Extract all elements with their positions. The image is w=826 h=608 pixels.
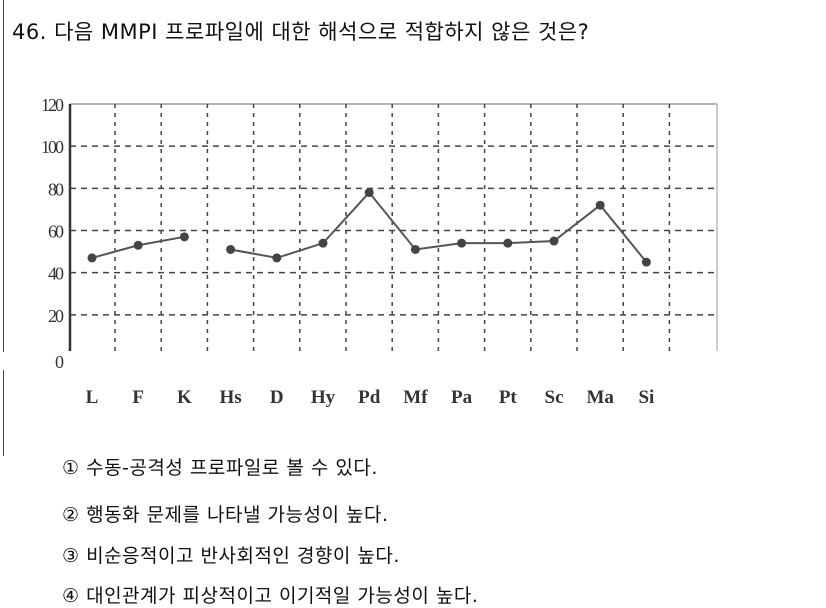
- option-4[interactable]: ④ 대인관계가 피상적이고 이기적일 가능성이 높다.: [62, 581, 478, 608]
- question-title: 46. 다음 MMPI 프로파일에 대한 해석으로 적합하지 않은 것은?: [12, 16, 589, 46]
- option-text: 수동-공격성 프로파일로 볼 수 있다.: [86, 457, 378, 479]
- option-marker: ④: [62, 585, 80, 607]
- data-point: [87, 253, 97, 263]
- profile-line: [230, 191, 648, 263]
- option-marker: ②: [62, 504, 80, 526]
- x-tick-label: L: [86, 387, 99, 408]
- data-point: [641, 257, 651, 267]
- y-tick-label: 0: [55, 352, 64, 372]
- x-tick-label: Hy: [311, 387, 336, 408]
- x-tick-label: K: [177, 387, 192, 408]
- data-point: [503, 238, 513, 248]
- option-marker: ①: [62, 457, 80, 479]
- x-tick-label: Hs: [220, 387, 242, 408]
- data-point: [410, 244, 420, 254]
- option-2[interactable]: ② 행동화 문제를 나타낼 가능성이 높다.: [62, 500, 389, 527]
- option-text: 비순응적이고 반사회적인 경향이 높다.: [86, 545, 400, 567]
- data-point: [226, 244, 236, 254]
- data-point: [364, 188, 374, 198]
- x-tick-label: Pd: [358, 387, 381, 408]
- x-tick-label: F: [132, 387, 144, 408]
- data-point: [272, 253, 282, 263]
- x-tick-label: Pt: [499, 387, 518, 408]
- data-point: [318, 238, 328, 248]
- mmpi-profile-chart: 0 20 40 60 80 100 120 L F K Hs D Hy Pd Mf Pa Pt Sc Ma Si: [41, 95, 718, 408]
- x-tick-label: Ma: [586, 387, 614, 408]
- y-tick-label: 80: [48, 179, 64, 199]
- left-border-line: [3, 370, 4, 456]
- data-point: [133, 240, 143, 250]
- option-3[interactable]: ③ 비순응적이고 반사회적인 경향이 높다.: [62, 541, 400, 568]
- data-point: [179, 232, 189, 242]
- y-tick-label: 100: [41, 137, 64, 157]
- option-text: 행동화 문제를 나타낼 가능성이 높다.: [86, 504, 389, 526]
- x-tick-label: Si: [638, 387, 654, 408]
- y-tick-label: 20: [48, 306, 64, 326]
- y-tick-label: 120: [41, 95, 64, 115]
- x-tick-label: Mf: [403, 387, 428, 408]
- option-marker: ③: [62, 545, 80, 567]
- x-tick-label: D: [270, 387, 284, 408]
- left-border-line: [3, 0, 4, 352]
- option-text: 대인관계가 피상적이고 이기적일 가능성이 높다.: [86, 585, 479, 607]
- question-number: 46.: [12, 20, 47, 44]
- y-tick-label: 60: [48, 222, 64, 242]
- question-text: 다음 MMPI 프로파일에 대한 해석으로 적합하지 않은 것은?: [54, 20, 590, 44]
- y-tick-label: 40: [48, 264, 64, 284]
- x-tick-label: Sc: [545, 387, 564, 408]
- data-point: [549, 236, 559, 246]
- data-point: [595, 200, 605, 210]
- x-tick-label: Pa: [451, 387, 473, 408]
- data-point: [457, 238, 467, 248]
- option-1[interactable]: ① 수동-공격성 프로파일로 볼 수 있다.: [62, 453, 378, 480]
